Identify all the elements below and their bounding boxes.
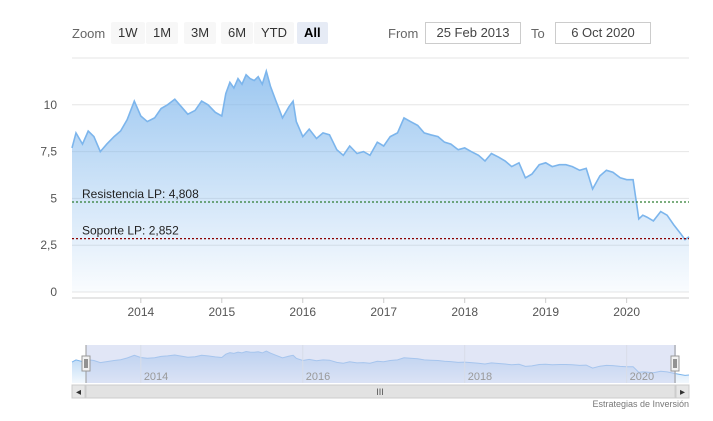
- y-axis: 0 2,5 5 7,5 10: [40, 98, 57, 299]
- zoom-label: Zoom: [72, 26, 106, 41]
- navigator-handle: [670, 355, 680, 372]
- to-date-input[interactable]: 6 Oct 2020: [555, 22, 651, 44]
- y-tick-label: 0: [50, 285, 57, 299]
- scroll-right-button: [675, 384, 690, 399]
- zoom-1w-button[interactable]: 1W: [111, 22, 145, 44]
- zoom-ytd-button[interactable]: YTD: [254, 22, 294, 44]
- from-date-input[interactable]: 25 Feb 2013: [425, 22, 521, 44]
- range-selector: Zoom 1W 1M 3M 6M YTD All From 25 Feb 201…: [0, 0, 713, 60]
- support-resistance-lines: Resistencia LP: 4,808 Soporte LP: 2,852: [72, 187, 689, 240]
- price-line: [71, 68, 690, 241]
- zoom-1m-button[interactable]: 1M: [146, 22, 179, 44]
- zoom-3m-button[interactable]: 3M: [184, 22, 217, 44]
- x-tick-label: 2018: [451, 305, 478, 319]
- navigator-tick-label: 2018: [468, 371, 492, 383]
- x-tick-label: 2014: [127, 305, 154, 319]
- x-axis: 2014 2015 2016 2017 2018 2019 2020: [72, 297, 689, 319]
- scroll-left-button: [71, 384, 86, 399]
- x-tick-label: 2019: [532, 305, 559, 319]
- navigator[interactable]: 2014 2016 2018 2020 III ◂ ▸: [71, 345, 690, 399]
- y-tick-label: 7,5: [40, 145, 57, 159]
- y-tick-label: 2,5: [40, 238, 57, 252]
- to-label: To: [531, 26, 545, 41]
- navigator-tick-label: 2016: [306, 371, 330, 383]
- y-tick-label: 10: [44, 98, 58, 112]
- navigator-tick-label: 2020: [630, 371, 654, 383]
- scrollbar-grip: III: [376, 387, 384, 397]
- navigator-tick-label: 2014: [144, 371, 168, 383]
- scroll-right-arrow-icon: ▸: [680, 387, 685, 398]
- scroll-left-arrow-icon: ◂: [76, 387, 81, 398]
- zoom-6m-button[interactable]: 6M: [221, 22, 254, 44]
- credits[interactable]: Estrategias de Inversión: [592, 399, 689, 409]
- x-tick-label: 2020: [613, 305, 640, 319]
- x-tick-label: 2016: [289, 305, 316, 319]
- navigator-handle: [81, 355, 91, 372]
- y-tick-label: 5: [50, 191, 57, 205]
- zoom-all-button[interactable]: All: [297, 22, 328, 44]
- x-tick-label: 2017: [370, 305, 397, 319]
- from-label: From: [388, 26, 419, 41]
- x-tick-label: 2015: [208, 305, 235, 319]
- level-label: Resistencia LP: 4,808: [82, 187, 199, 201]
- navigator-selection-mask: [86, 345, 676, 383]
- price-area: [72, 71, 689, 292]
- scrollbar-thumb: [85, 384, 676, 399]
- level-label: Soporte LP: 2,852: [82, 224, 179, 238]
